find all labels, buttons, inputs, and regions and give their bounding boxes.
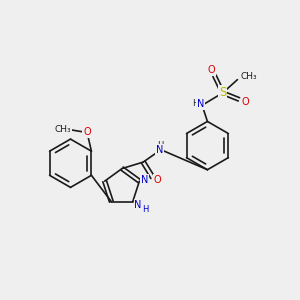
- Text: N: N: [141, 175, 148, 185]
- Text: H: H: [192, 99, 198, 108]
- Text: O: O: [207, 65, 215, 75]
- Text: CH₃: CH₃: [240, 72, 257, 81]
- Text: N: N: [156, 145, 164, 155]
- Text: N: N: [134, 200, 142, 210]
- Text: H: H: [157, 141, 164, 150]
- Text: O: O: [83, 127, 91, 137]
- Text: H: H: [142, 205, 148, 214]
- Text: O: O: [154, 175, 161, 185]
- Text: CH₃: CH₃: [55, 124, 71, 134]
- Text: S: S: [219, 86, 226, 99]
- Text: N: N: [197, 99, 204, 109]
- Text: O: O: [242, 97, 249, 107]
